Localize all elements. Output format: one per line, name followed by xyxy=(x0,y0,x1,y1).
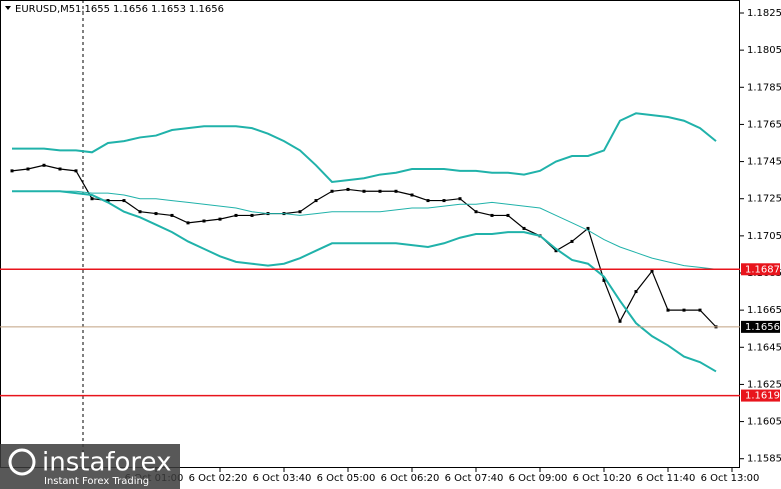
x-tick-label: 6 Oct 07:40 xyxy=(445,473,504,484)
price-point xyxy=(650,269,654,273)
y-tick-label: 1.1665 xyxy=(747,305,781,316)
price-point xyxy=(234,213,238,217)
y-tick-label: 1.1585 xyxy=(747,454,781,465)
price-point xyxy=(170,213,174,217)
price-point xyxy=(618,319,622,323)
y-tick-label: 1.1825 xyxy=(747,8,781,19)
price-point xyxy=(42,163,46,167)
price-point xyxy=(506,213,510,217)
price-point xyxy=(202,219,206,223)
price-point xyxy=(346,187,350,191)
band-line xyxy=(12,190,717,270)
price-point xyxy=(106,199,110,203)
price-point xyxy=(522,226,526,230)
x-tick-label: 6 Oct 10:20 xyxy=(573,473,632,484)
plot-frame xyxy=(0,0,740,468)
ohlc-value: 1.1656 xyxy=(189,4,224,15)
price-point xyxy=(474,210,478,214)
x-tick-label: 6 Oct 06:20 xyxy=(381,473,440,484)
price-point xyxy=(698,308,702,312)
price-point xyxy=(314,199,318,203)
price-point xyxy=(250,213,254,217)
x-tick-label: 6 Oct 13:00 xyxy=(701,473,760,484)
x-tick-label: 6 Oct 09:00 xyxy=(509,473,568,484)
price-point xyxy=(362,189,366,193)
x-tick-label: 6 Oct 11:40 xyxy=(637,473,696,484)
price-point xyxy=(58,167,62,171)
price-point xyxy=(586,226,590,230)
y-tick-label: 1.1805 xyxy=(747,45,781,56)
level-label: 1.1619 xyxy=(745,391,780,402)
y-tick-label: 1.1645 xyxy=(747,342,781,353)
ohlc-value: 1.1655 xyxy=(75,4,110,15)
price-point xyxy=(426,199,430,203)
x-tick-label: 6 Oct 05:00 xyxy=(317,473,376,484)
price-point xyxy=(298,210,302,214)
last-price-bg xyxy=(741,320,780,333)
price-point xyxy=(442,199,446,203)
price-point xyxy=(602,278,606,282)
level-label-bg xyxy=(741,389,780,402)
price-point xyxy=(218,217,222,221)
y-tick-label: 1.1705 xyxy=(747,231,781,242)
ohlc-value: 1.1656 xyxy=(113,4,148,15)
chart-title: EURUSD,M5 xyxy=(15,4,75,15)
price-point xyxy=(122,199,126,203)
watermark: instaforex Instant Forex Trading xyxy=(0,444,180,489)
x-tick-label: 6 Oct 02:20 xyxy=(189,473,248,484)
price-point xyxy=(330,189,334,193)
watermark-tagline: Instant Forex Trading xyxy=(44,476,149,487)
price-point xyxy=(10,169,14,173)
price-point xyxy=(90,197,94,201)
last-price-label: 1.1656 xyxy=(745,322,780,333)
price-point xyxy=(74,169,78,173)
menu-arrow xyxy=(5,6,11,10)
price-point xyxy=(138,210,142,214)
price-point xyxy=(26,167,30,171)
y-tick-label: 1.1785 xyxy=(747,82,781,93)
price-point xyxy=(378,189,382,193)
price-point xyxy=(490,213,494,217)
x-tick-label: 6 Oct 03:40 xyxy=(253,473,312,484)
watermark-brand: instaforex xyxy=(42,448,171,478)
ohlc-value: 1.1653 xyxy=(151,4,186,15)
y-tick-label: 1.1745 xyxy=(747,157,781,168)
level-label: 1.1687 xyxy=(745,264,780,275)
price-point xyxy=(682,308,686,312)
y-tick-label: 1.1725 xyxy=(747,194,781,205)
watermark-logo xyxy=(8,448,36,476)
price-point xyxy=(186,221,190,225)
price-point xyxy=(554,249,558,253)
price-point xyxy=(394,189,398,193)
level-label-bg xyxy=(741,263,780,276)
y-tick-label: 1.1765 xyxy=(747,119,781,130)
y-tick-label: 1.1605 xyxy=(747,417,781,428)
price-point xyxy=(666,308,670,312)
y-tick-label: 1.1625 xyxy=(747,379,781,390)
price-point xyxy=(410,193,414,197)
price-point xyxy=(634,290,638,294)
band-line xyxy=(12,190,717,373)
price-point xyxy=(570,239,574,243)
price-point xyxy=(458,197,462,201)
price-point xyxy=(154,212,158,216)
band-line xyxy=(12,112,717,184)
